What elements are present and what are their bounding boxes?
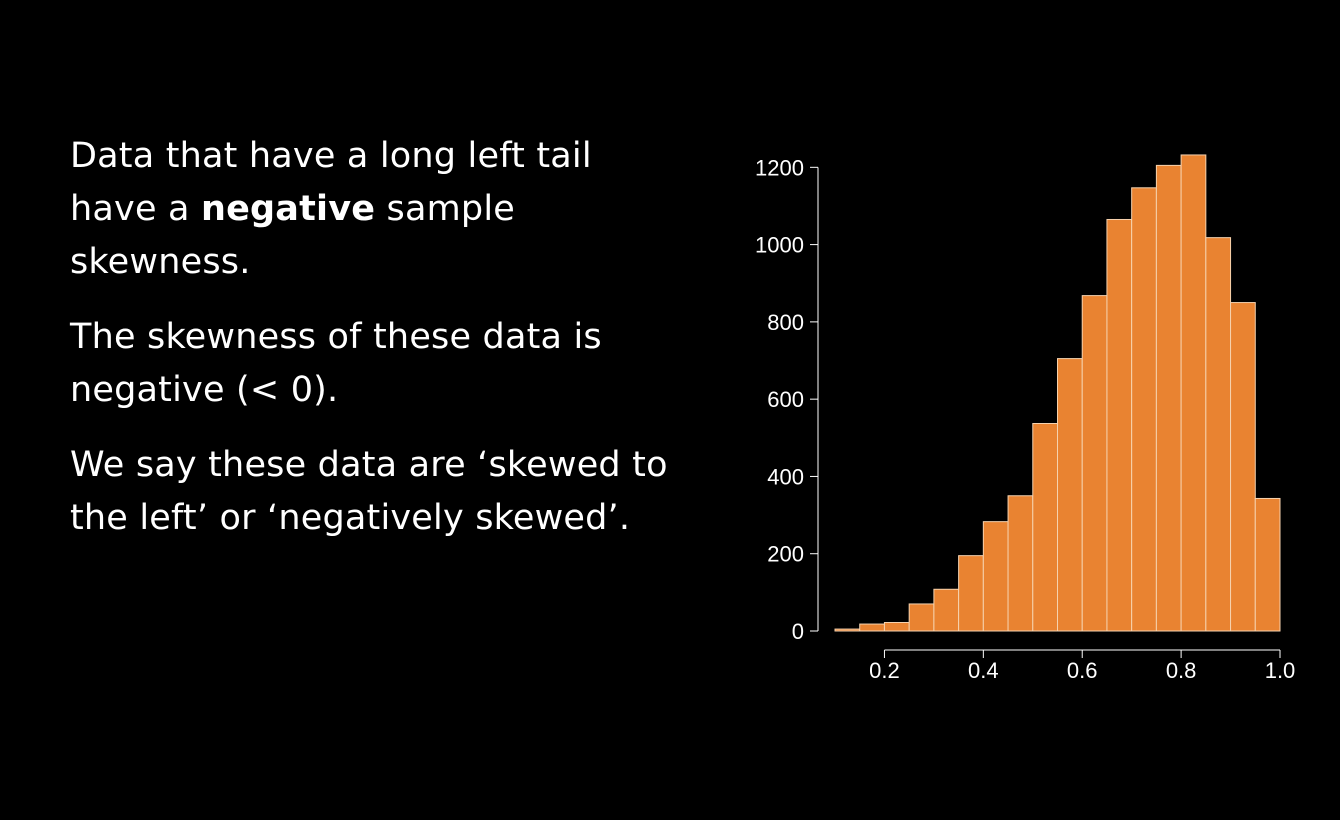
histogram-bar — [958, 555, 984, 632]
histogram-bar — [1205, 237, 1232, 632]
histogram-bar — [1155, 164, 1182, 632]
histogram-bar — [1007, 495, 1034, 632]
para1-text-start: Data that have a long left tail have a — [70, 136, 592, 229]
histogram-bar — [1230, 302, 1256, 632]
histogram-bar — [1032, 423, 1058, 632]
histogram-bar — [883, 621, 910, 632]
paragraph-skewness-definition: Data that have a long left tail have a n… — [70, 130, 670, 289]
histogram-bar — [834, 628, 861, 632]
histogram-bar — [1081, 295, 1108, 632]
y-tick-label: 1200 — [755, 155, 804, 180]
y-tick-label: 1000 — [755, 233, 804, 258]
histogram-bar — [908, 603, 935, 632]
paragraph-skewed-left: We say these data are ‘skewed to the lef… — [70, 445, 668, 538]
negative-emphasis: negative — [200, 189, 376, 229]
paragraph-skewness-value: The skewness of these data is negative (… — [70, 317, 602, 410]
y-tick-label: 800 — [767, 310, 804, 335]
para1-text-end: sample skewness. — [70, 189, 515, 282]
histogram-svg: 0 200 400 600 800 1000 1200 0.2 0.4 0.6 0.8 1.0 — [755, 154, 1296, 683]
histogram-chart: 0 200 400 600 800 1000 1200 0.2 0.4 0.6 0.8 1.0 — [730, 140, 1310, 700]
y-tick-label: 200 — [767, 542, 804, 567]
x-tick-label: 0.4 — [968, 658, 999, 683]
x-tick-label: 0.6 — [1067, 658, 1098, 683]
y-tick-label: 0 — [792, 619, 804, 644]
x-tick-label: 0.2 — [869, 658, 900, 683]
histogram-bar — [933, 588, 960, 632]
histogram-bar — [1131, 187, 1157, 632]
x-tick-label: 0.8 — [1166, 658, 1197, 683]
x-tick-label: 1.0 — [1265, 658, 1296, 683]
histogram-bar — [1180, 154, 1207, 632]
y-tick-label: 600 — [767, 387, 804, 412]
text-column: Data that have a long left tail have a n… — [70, 130, 670, 567]
histogram-bar — [1057, 358, 1083, 632]
histogram-bar — [1106, 218, 1133, 632]
y-tick-label: 400 — [767, 464, 804, 489]
histogram-bar — [1254, 497, 1281, 632]
histogram-bar — [859, 623, 885, 632]
histogram-bar — [982, 521, 1009, 632]
